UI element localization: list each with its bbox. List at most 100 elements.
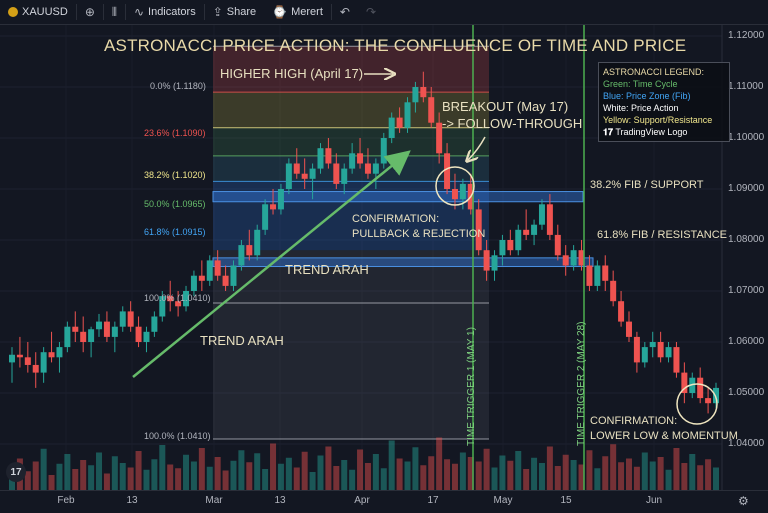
- volume-bar: [32, 461, 39, 490]
- volume-bar: [167, 464, 174, 490]
- volume-bar: [349, 469, 356, 490]
- volume-bar: [546, 446, 553, 490]
- candle-body: [523, 229, 530, 235]
- volume-bar: [483, 448, 490, 490]
- legend-green: Green: Time Cycle: [603, 79, 678, 89]
- volume-bar: [80, 460, 87, 490]
- candle-body: [364, 163, 371, 174]
- volume-bar: [396, 458, 403, 490]
- candle-body: [222, 275, 229, 286]
- toolbar-divider: [203, 4, 205, 20]
- redo-button[interactable]: ↷: [358, 0, 384, 24]
- volume-bar: [159, 445, 166, 490]
- share-button[interactable]: ⇪ Share: [205, 0, 264, 24]
- alert-button[interactable]: ⌚ Merert: [264, 0, 331, 24]
- candle-body: [301, 173, 308, 179]
- candle-body: [293, 163, 300, 174]
- candle-body: [681, 372, 688, 393]
- fib-zones: [212, 45, 594, 440]
- price-chart[interactable]: [0, 25, 768, 490]
- volume-bar: [523, 469, 530, 490]
- candle-body: [309, 168, 316, 179]
- volume-bar: [325, 446, 332, 490]
- candle-body: [317, 148, 324, 169]
- volume-bar: [111, 456, 118, 490]
- candle-body: [436, 122, 443, 154]
- candles: [9, 71, 719, 414]
- candle-body: [333, 163, 340, 184]
- tradingview-logo-icon: 17: [6, 462, 26, 482]
- plus-circle-icon: ⊕: [84, 5, 95, 19]
- volume-bar: [64, 454, 71, 490]
- candle-body: [459, 183, 466, 200]
- volume-bar: [135, 451, 142, 490]
- indicators-button[interactable]: ∿ Indicators: [126, 0, 204, 24]
- volume-bar: [586, 450, 593, 490]
- x-tick: Feb: [57, 495, 75, 506]
- x-tick: May: [493, 495, 513, 506]
- volume-bar: [649, 461, 656, 490]
- fib-zone-yellow: [213, 92, 489, 128]
- fib-label-23: 23.6% (1.1090): [144, 128, 206, 138]
- candle-body: [499, 240, 506, 256]
- candle-body: [64, 326, 71, 348]
- volume-bar: [436, 437, 443, 490]
- candle-body: [610, 280, 617, 302]
- candle-body: [531, 224, 538, 235]
- breakout-label: BREAKOUT (May 17): [442, 99, 569, 114]
- volume-bar: [515, 451, 522, 490]
- volume-bar: [531, 457, 538, 490]
- fib-label-0: 0.0% (1.1180): [150, 81, 206, 91]
- volume-bar: [254, 453, 261, 490]
- candles-icon: ⫴: [111, 4, 117, 19]
- volume-bar: [570, 460, 577, 490]
- confirmation-2-text: LOWER LOW & MOMENTUM: [590, 430, 738, 442]
- candle-body: [9, 354, 15, 363]
- x-tick: 17: [427, 495, 439, 506]
- volume-bar: [309, 472, 316, 490]
- candle-body: [206, 260, 213, 281]
- candle-body: [48, 352, 55, 358]
- fib-label-100-upper: 100.0% (1.0410): [144, 293, 211, 303]
- time-trigger-2-label: TIME TRIGGER 2 (MAY 28): [576, 321, 587, 446]
- resistance-band: [212, 257, 594, 268]
- legend-logo-row: 𝟏𝟕 TradingView Logo: [603, 126, 725, 138]
- volume-bar: [562, 454, 569, 490]
- candle-body: [238, 245, 245, 266]
- candle-body: [285, 163, 292, 189]
- candle-body: [135, 326, 142, 342]
- volume-bar: [673, 448, 680, 490]
- settings-icon[interactable]: ⚙: [738, 494, 749, 508]
- candle-body: [428, 97, 435, 123]
- x-tick: Mar: [205, 495, 223, 506]
- candle-body: [357, 153, 364, 164]
- candle-body: [127, 311, 134, 327]
- add-symbol-button[interactable]: ⊕: [77, 0, 103, 24]
- volume-bar: [459, 452, 466, 490]
- volume-bar: [602, 456, 609, 490]
- volume-bar: [697, 465, 704, 490]
- volume-bar: [380, 468, 387, 490]
- alert-icon: ⌚: [272, 5, 288, 19]
- candle-body: [80, 331, 87, 342]
- undo-button[interactable]: ↶: [332, 0, 358, 24]
- volume-bar: [665, 469, 672, 490]
- x-tick: 13: [274, 495, 286, 506]
- legend-title: ASTRONACCI LEGEND:: [603, 67, 705, 77]
- indicators-label: Indicators: [148, 6, 196, 18]
- time-axis[interactable]: Feb 13 Mar 13 Apr 17 May 15 Jun: [0, 490, 768, 513]
- candle-body: [507, 240, 514, 251]
- volume-bar: [499, 455, 506, 490]
- candle-body: [641, 347, 648, 363]
- fib-resistance-label: 61.8% FIB / RESISTANCE: [597, 229, 728, 241]
- candle-body: [515, 229, 522, 251]
- candle-body: [372, 163, 379, 174]
- volume-bar: [56, 463, 63, 490]
- volume-bar: [88, 465, 95, 490]
- y-tick: 1.05000: [728, 387, 765, 398]
- chart-type-button[interactable]: ⫴: [104, 0, 125, 24]
- support-band: [212, 191, 584, 203]
- fib-label-50: 50.0% (1.0965): [144, 199, 206, 209]
- symbol-search-button[interactable]: XAUUSD: [0, 0, 76, 24]
- volume-bar: [151, 459, 158, 490]
